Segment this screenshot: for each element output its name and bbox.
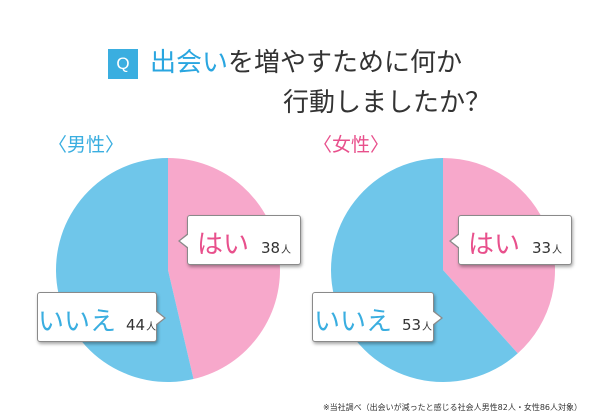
title-highlight: 出会い [150,48,229,78]
callout-pointer [178,233,189,249]
callout-pointer [449,233,460,249]
male-no-callout: いいえ 44 人 [37,292,166,342]
callout-pointer [155,310,166,326]
female-yes-callout: はい 33 人 [449,215,572,265]
female-yes-unit: 人 [552,245,563,256]
page-title-line2: 行動しましたか？ [283,88,492,118]
question-badge: Q [108,49,138,79]
footnote: ※当社調べ（出会いが減ったと感じる社会人男性82人・女性86人対象） [322,403,582,412]
male-yes-slice [168,158,281,380]
male-yes-unit: 人 [281,245,292,256]
female-no-value: 53 [401,316,422,334]
callout-pointer [432,310,443,326]
male-group-label: 〈男性〉 [48,134,125,156]
male-yes-value: 38 [260,239,281,257]
female-yes-value: 33 [531,239,552,257]
title-line1-rest: を増やすために何か [228,48,463,78]
female-no-unit: 人 [422,322,433,333]
female-yes-label: はい [467,230,520,260]
male-yes-callout: はい 38 人 [178,215,301,265]
male-yes-label: はい [196,230,249,260]
male-no-label: いいえ [37,307,116,337]
female-pie-chart [331,158,556,382]
page-title-line1: 出会いを増やすために何か [150,46,462,80]
male-pie-chart [56,157,281,382]
male-no-unit: 人 [146,322,157,333]
female-group-label: 〈女性〉 [313,134,390,156]
female-no-callout: いいえ 53 人 [312,292,443,342]
female-no-label: いいえ [313,307,392,337]
male-no-value: 44 [125,316,146,334]
